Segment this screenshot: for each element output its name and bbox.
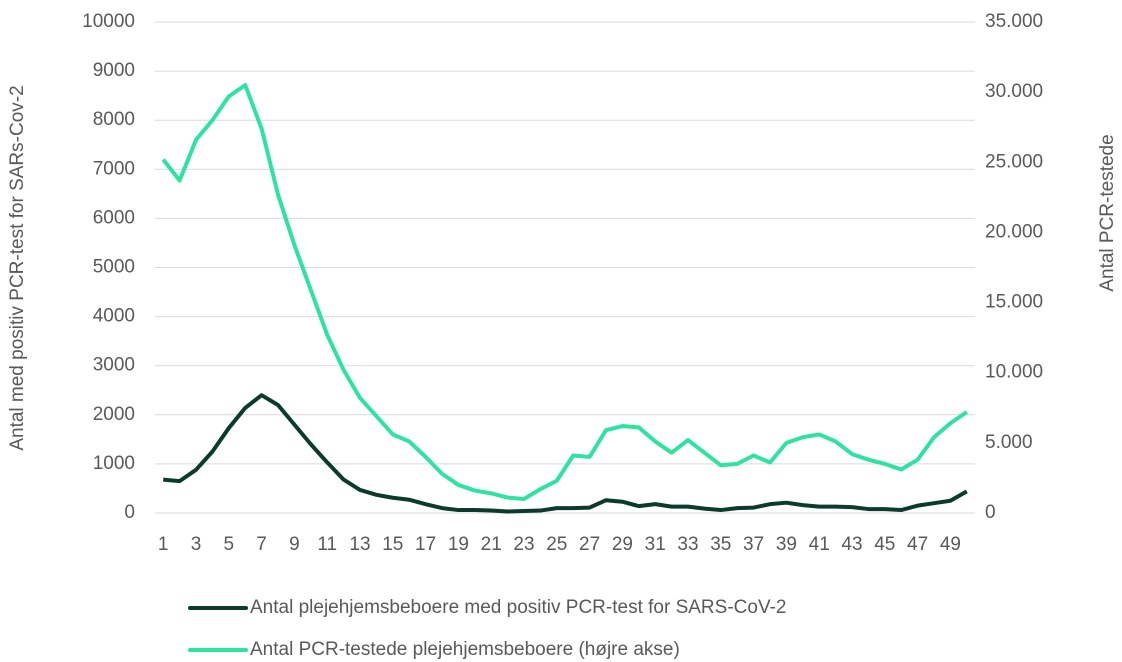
series-line bbox=[161, 83, 968, 501]
y-tick-label: 6000 bbox=[93, 207, 135, 228]
y2-tick-label: 20.000 bbox=[985, 221, 1043, 242]
x-tick-label: 43 bbox=[841, 534, 862, 555]
x-tick-label: 33 bbox=[677, 534, 698, 555]
x-tick-label: 27 bbox=[579, 534, 600, 555]
legend-label: Antal PCR-testede plejehjemsbeboere (høj… bbox=[250, 639, 680, 660]
y2-tick-label: 0 bbox=[985, 502, 996, 523]
x-tick-label: 5 bbox=[224, 534, 235, 555]
x-tick-label: 25 bbox=[546, 534, 567, 555]
x-tick-label: 41 bbox=[809, 534, 830, 555]
y-tick-label: 3000 bbox=[93, 355, 135, 376]
y2-tick-label: 30.000 bbox=[985, 81, 1043, 102]
x-tick-label: 3 bbox=[191, 534, 202, 555]
x-tick-label: 47 bbox=[907, 534, 928, 555]
x-tick-label: 29 bbox=[612, 534, 633, 555]
x-tick-label: 9 bbox=[289, 534, 300, 555]
x-tick-label: 45 bbox=[874, 534, 895, 555]
y-tick-label: 1000 bbox=[93, 453, 135, 474]
series-line bbox=[163, 393, 968, 514]
legend-label: Antal plejehjemsbeboere med positiv PCR-… bbox=[250, 597, 786, 618]
y2-tick-label: 10.000 bbox=[985, 362, 1043, 383]
x-tick-label: 31 bbox=[645, 534, 666, 555]
x-tick-label: 39 bbox=[776, 534, 797, 555]
y-tick-label: 9000 bbox=[93, 60, 135, 81]
y2-tick-label: 25.000 bbox=[985, 151, 1043, 172]
y2-tick-label: 5.000 bbox=[985, 432, 1033, 453]
y2-tick-label: 35.000 bbox=[985, 11, 1043, 32]
y-tick-label: 0 bbox=[124, 502, 135, 523]
x-tick-label: 19 bbox=[448, 534, 469, 555]
y-axis-title: Antal med positiv PCR-test for SARs-Cov-… bbox=[7, 85, 28, 450]
x-tick-label: 37 bbox=[743, 534, 764, 555]
y2-axis-title: Antal PCR-testede bbox=[1097, 134, 1118, 291]
y-tick-label: 4000 bbox=[93, 306, 135, 327]
y-tick-label: 5000 bbox=[93, 257, 135, 278]
x-tick-label: 49 bbox=[940, 534, 961, 555]
x-tick-label: 17 bbox=[415, 534, 436, 555]
x-tick-label: 7 bbox=[256, 534, 267, 555]
x-tick-label: 1 bbox=[158, 534, 169, 555]
x-tick-label: 21 bbox=[481, 534, 502, 555]
y-tick-label: 2000 bbox=[93, 404, 135, 425]
y-tick-label: 8000 bbox=[93, 109, 135, 130]
x-tick-label: 15 bbox=[382, 534, 403, 555]
x-tick-label: 13 bbox=[349, 534, 370, 555]
y-tick-label: 10000 bbox=[82, 11, 135, 32]
x-tick-label: 35 bbox=[710, 534, 731, 555]
y-tick-label: 7000 bbox=[93, 158, 135, 179]
y2-tick-label: 15.000 bbox=[985, 292, 1043, 313]
x-tick-label: 23 bbox=[513, 534, 534, 555]
x-tick-label: 11 bbox=[317, 534, 337, 555]
